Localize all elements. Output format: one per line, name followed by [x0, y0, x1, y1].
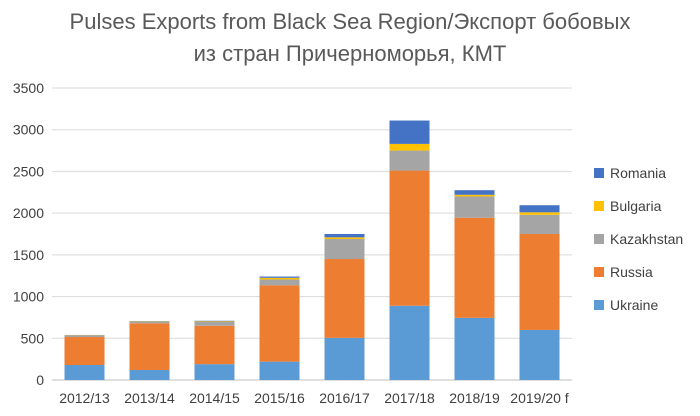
x-tick-label: 2014/15 [189, 390, 240, 406]
bar-segment-romania [324, 234, 365, 238]
bar-segment-ukraine [64, 364, 105, 380]
y-tick-label: 1000 [13, 289, 44, 305]
legend-label-kazakhstan: Kazakhstan [610, 231, 683, 247]
bar-segment-russia [64, 337, 105, 365]
y-tick-label: 2000 [13, 205, 44, 221]
bar-segment-bulgaria [194, 321, 235, 323]
legend-swatch-ukraine [594, 300, 604, 310]
chart-title-line-2: из стран Причерноморья, КМТ [193, 41, 507, 66]
bar-segment-kazakhstan [194, 322, 235, 326]
legend-label-romania: Romania [610, 165, 666, 181]
legend-swatch-russia [594, 267, 604, 277]
bar-segment-russia [389, 170, 430, 306]
y-tick-label: 500 [21, 330, 45, 346]
bar-segment-kazakhstan [519, 214, 560, 234]
bar-segment-kazakhstan [129, 322, 170, 324]
y-tick-label: 3500 [13, 80, 44, 96]
y-tick-label: 2500 [13, 163, 44, 179]
bar-segment-russia [519, 234, 560, 330]
bar-segment-kazakhstan [324, 239, 365, 260]
bar-segment-bulgaria [389, 143, 430, 151]
legend-swatch-bulgaria [594, 201, 604, 211]
bar-segment-ukraine [129, 369, 170, 380]
bar-segment-ukraine [324, 337, 365, 380]
bar-segment-bulgaria [259, 277, 300, 280]
bar-segment-russia [454, 217, 495, 318]
bar-segment-kazakhstan [259, 279, 300, 286]
bar-segment-ukraine [259, 361, 300, 380]
x-tick-label: 2018/19 [449, 390, 500, 406]
bar-segment-russia [324, 259, 365, 338]
bar-segment-romania [519, 205, 560, 213]
bar-segment-ukraine [454, 317, 495, 380]
x-tick-label: 2019/20 f [510, 390, 568, 406]
bar-segment-bulgaria [324, 237, 365, 240]
bar-segment-ukraine [194, 364, 235, 380]
x-tick-label: 2016/17 [319, 390, 370, 406]
y-tick-label: 1500 [13, 247, 44, 263]
bar-segment-russia [259, 285, 300, 362]
legend-swatch-romania [594, 168, 604, 178]
bar-segment-romania [389, 120, 430, 144]
legend-label-ukraine: Ukraine [610, 297, 658, 313]
bar-segment-kazakhstan [454, 196, 495, 218]
bar-segment-bulgaria [454, 194, 495, 197]
x-tick-label: 2013/14 [124, 390, 175, 406]
legend-label-russia: Russia [610, 264, 653, 280]
y-tick-label: 0 [36, 372, 44, 388]
bar-segment-ukraine [519, 329, 560, 380]
legend-label-bulgaria: Bulgaria [610, 198, 662, 214]
x-tick-label: 2017/18 [384, 390, 435, 406]
bar-segment-romania [454, 190, 495, 195]
x-tick-label: 2015/16 [254, 390, 305, 406]
bar-segment-ukraine [389, 305, 430, 380]
x-tick-label: 2012/13 [59, 390, 110, 406]
y-tick-label: 3000 [13, 122, 44, 138]
bar-segment-russia [194, 325, 235, 365]
legend-swatch-kazakhstan [594, 234, 604, 244]
bar-segment-bulgaria [519, 212, 560, 215]
bar-segment-kazakhstan [64, 335, 105, 338]
chart-title-line-1: Pulses Exports from Black Sea Region/Экс… [69, 9, 631, 34]
bar-segment-kazakhstan [389, 150, 430, 171]
bar-segment-romania [194, 320, 235, 322]
bar-segment-russia [129, 323, 170, 370]
bar-segment-romania [259, 276, 300, 278]
